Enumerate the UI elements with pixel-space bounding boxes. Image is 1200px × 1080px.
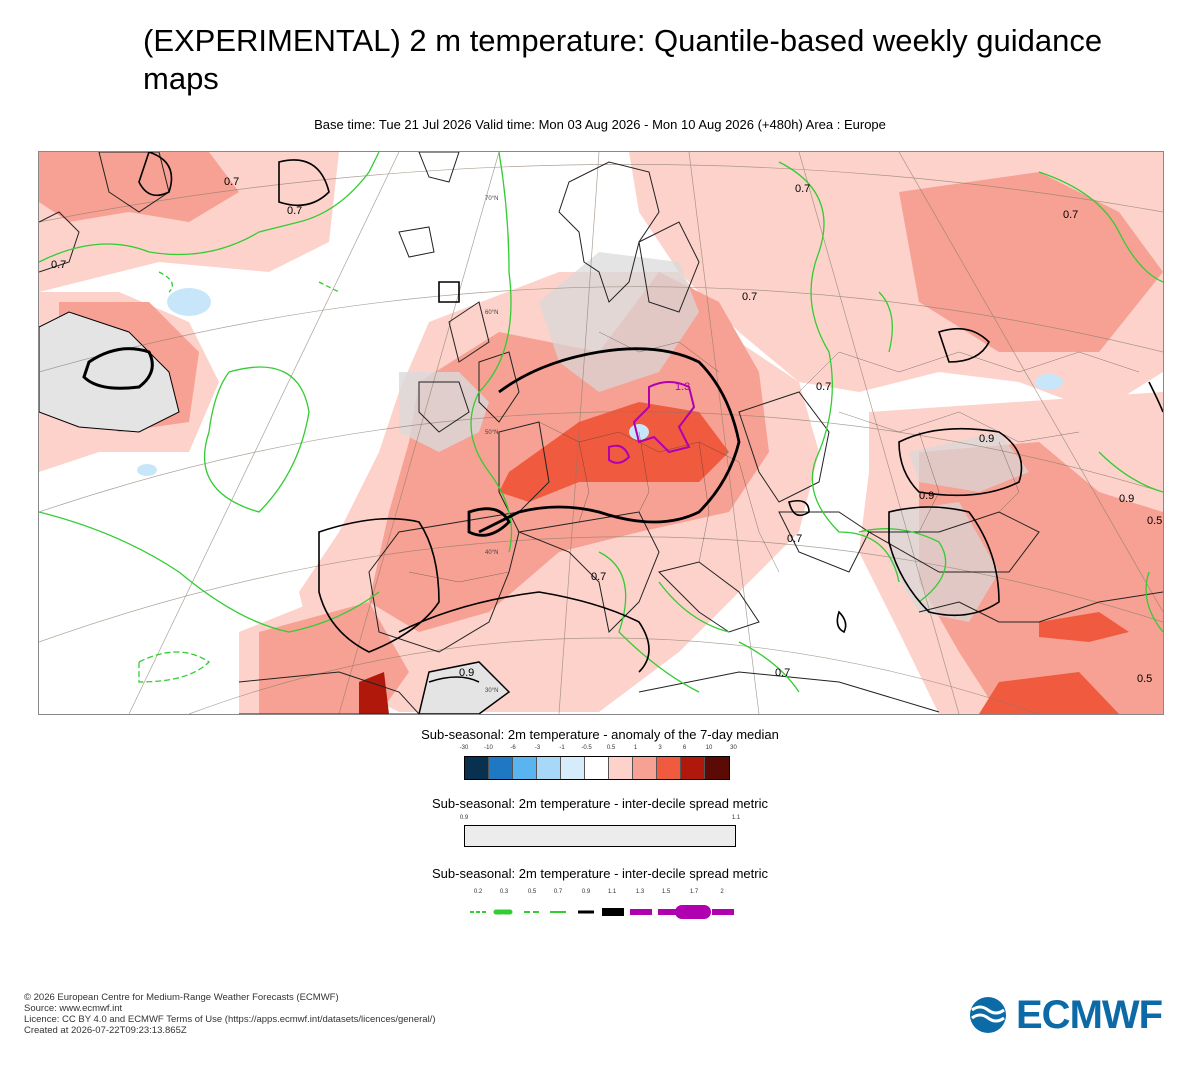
legend-anomaly-tick: -6 — [510, 745, 516, 751]
footer-source: Source: www.ecmwf.int — [24, 1003, 123, 1014]
map-canvas: 0.7 0.7 0.7 0.7 0.7 0.7 0.7 0.7 0.7 0.7 … — [39, 152, 1163, 714]
anomaly-region-medium — [39, 152, 239, 222]
contour-label-group: 0.7 0.7 0.7 0.7 0.7 0.7 0.7 0.7 0.7 0.7 … — [51, 176, 1162, 685]
legend-anomaly-tick: 6 — [682, 745, 687, 751]
contour-label: 0.9 — [459, 667, 474, 679]
contour-label: 1.3 — [675, 381, 690, 393]
contour-label: 0.7 — [775, 667, 790, 679]
graticule-label: 40°N — [485, 550, 498, 556]
legend-anomaly-tick: 3 — [658, 745, 662, 751]
legend-anomaly-tick: -1 — [559, 745, 565, 751]
spread-region-grey — [39, 311, 180, 433]
contour-label: 0.9 — [1119, 493, 1134, 505]
legend-anomaly-tick: 0.5 — [606, 745, 616, 751]
contour-label: 0.7 — [795, 183, 810, 195]
legend-anomaly-swatch — [465, 757, 489, 779]
contour-label: 0.7 — [51, 259, 66, 271]
legend-anomaly-colorbar — [464, 756, 730, 780]
legend-anomaly-title: Sub-seasonal: 2m temperature - anomaly o… — [421, 727, 779, 742]
contour-label: 0.7 — [224, 176, 239, 188]
contour-label: 0.5 — [1147, 515, 1162, 527]
legend-anomaly-swatch — [657, 757, 681, 779]
spread-region-grey — [418, 661, 511, 714]
page-title: (EXPERIMENTAL) 2 m temperature: Quantile… — [143, 23, 1103, 96]
contour-label: 0.7 — [742, 291, 757, 303]
legend-spread-lines-tick: 2 — [720, 889, 724, 895]
anomaly-region-red — [979, 672, 1119, 714]
footer-copyright: © 2026 European Centre for Medium-Range … — [24, 992, 339, 1003]
legend-anomaly-swatch — [585, 757, 609, 779]
legend-spread-shade-tick: 0.9 — [459, 815, 469, 821]
contour-label: 0.7 — [591, 571, 606, 583]
map-subtitle: Base time: Tue 21 Jul 2026 Valid time: M… — [314, 117, 886, 132]
footer: © 2026 European Centre for Medium-Range … — [24, 992, 436, 1036]
legend-anomaly-tick: -10 — [484, 745, 493, 751]
legend-spread-lines-tick: 0.9 — [581, 889, 591, 895]
graticule-label-group: 70°N 60°N 50°N 40°N 30°N — [485, 196, 498, 694]
temperature-map[interactable]: 0.7 0.7 0.7 0.7 0.7 0.7 0.7 0.7 0.7 0.7 … — [38, 151, 1164, 715]
legend-spread-lines-tick: 0.3 — [499, 889, 509, 895]
anomaly-region-medium — [919, 442, 1163, 714]
black-contours — [82, 152, 1163, 683]
legend-anomaly-swatch — [705, 757, 729, 779]
contour-label: 0.9 — [919, 490, 934, 502]
contour-label: 0.5 — [1137, 673, 1152, 685]
legend-anomaly-swatch — [609, 757, 633, 779]
legend-anomaly-tick: 30 — [730, 745, 737, 751]
graticule-label: 60°N — [485, 310, 498, 316]
legend-anomaly-tick: -3 — [534, 745, 541, 751]
legend-spread-shade-box — [464, 825, 736, 847]
legend-spread-lines-tick: 0.5 — [527, 889, 537, 895]
legend-anomaly-tick: 1 — [633, 745, 638, 751]
legend-spread-lines-title: Sub-seasonal: 2m temperature - inter-dec… — [432, 866, 768, 881]
legend-spread-lines-tick: 1.1 — [607, 889, 617, 895]
borders — [408, 331, 1140, 583]
contour-label: 0.7 — [1063, 209, 1078, 221]
ecmwf-logo-icon — [970, 997, 1006, 1033]
graticule-label: 30°N — [485, 688, 498, 694]
spread-region-grey — [399, 372, 489, 452]
ecmwf-logo-text: ECMWF — [1016, 993, 1163, 1037]
legend-spread-lines-tick: 1.7 — [689, 889, 699, 895]
legend-spread-lines-tick: 1.5 — [661, 889, 671, 895]
graticule-label: 50°N — [485, 430, 498, 436]
contour-label: 0.7 — [787, 533, 802, 545]
legend-anomaly-swatch — [537, 757, 561, 779]
anomaly-region-blue — [167, 288, 211, 316]
contour-label: 0.9 — [979, 433, 994, 445]
anomaly-region-red — [499, 402, 729, 502]
legend-anomaly-swatch — [513, 757, 537, 779]
legend-anomaly-swatch — [633, 757, 657, 779]
anomaly-region-medium — [899, 172, 1163, 352]
contour-label: 0.7 — [287, 205, 302, 217]
anomaly-region-red — [1039, 612, 1129, 642]
graticule-label: 70°N — [485, 196, 498, 202]
spread-region-grey — [909, 432, 1029, 492]
legend-anomaly-tick: -0.5 — [581, 745, 592, 751]
contour-label: 0.7 — [816, 381, 831, 393]
legend-spread-lines-tick: 0.2 — [473, 889, 483, 895]
legend-spread-lines-tick: 0.7 — [553, 889, 563, 895]
legend-anomaly-swatch — [561, 757, 585, 779]
anomaly-region-blue — [1035, 374, 1063, 390]
anomaly-region-blue — [137, 464, 157, 476]
legend-spread-shade-title: Sub-seasonal: 2m temperature - inter-dec… — [432, 796, 768, 811]
legend-spread-shade-tick: 1.1 — [731, 815, 741, 821]
footer-licence: Licence: CC BY 4.0 and ECMWF Terms of Us… — [24, 1014, 436, 1025]
green-contours — [39, 152, 1163, 693]
legend-anomaly-swatch — [681, 757, 705, 779]
anomaly-region-darkred — [359, 672, 389, 714]
legend-anomaly-swatch — [489, 757, 513, 779]
legend-anomaly-tick: 10 — [705, 745, 713, 751]
legend-spread-lines-tick: 1.3 — [635, 889, 645, 895]
footer-created: Created at 2026-07-22T09:23:13.865Z — [24, 1025, 187, 1036]
legend-anomaly-tick: -30 — [459, 745, 469, 751]
legend-spread-lines-key — [470, 905, 734, 919]
magenta-contours — [608, 381, 696, 464]
